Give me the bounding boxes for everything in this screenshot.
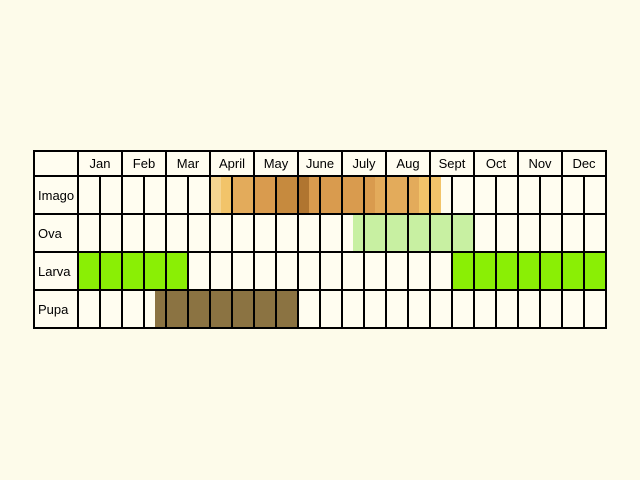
stage-label-larva: Larva	[38, 264, 71, 279]
month-label-mar: Mar	[177, 156, 200, 171]
month-label-aug: Aug	[396, 156, 419, 171]
stage-label-ova: Ova	[38, 226, 63, 241]
month-label-jan: Jan	[90, 156, 111, 171]
band-larva-1	[452, 252, 606, 290]
month-label-sept: Sept	[439, 156, 466, 171]
band-imago-3	[254, 176, 375, 214]
month-label-may: May	[264, 156, 289, 171]
month-label-april: April	[219, 156, 245, 171]
stage-label-pupa: Pupa	[38, 302, 69, 317]
band-larva-0	[78, 252, 188, 290]
band-ova-0	[353, 214, 474, 252]
band-imago-4	[276, 176, 298, 214]
band-pupa-0	[155, 290, 298, 328]
month-label-nov: Nov	[528, 156, 552, 171]
stage-label-imago: Imago	[38, 188, 74, 203]
month-label-dec: Dec	[572, 156, 596, 171]
month-label-oct: Oct	[486, 156, 507, 171]
month-label-feb: Feb	[133, 156, 155, 171]
band-imago-5	[298, 176, 309, 214]
month-label-june: June	[306, 156, 334, 171]
table-border	[33, 150, 607, 329]
month-label-july: July	[352, 156, 376, 171]
